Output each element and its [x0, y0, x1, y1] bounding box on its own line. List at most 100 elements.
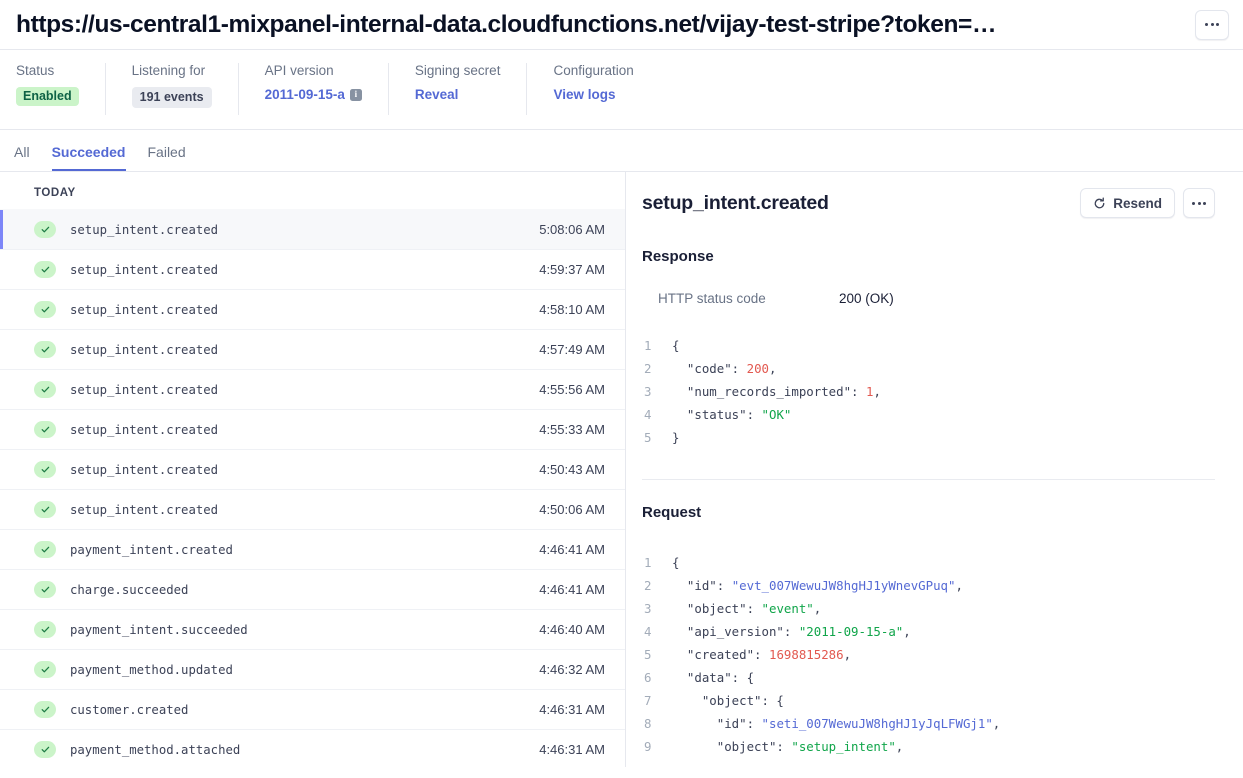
- code-token-key: "status":: [672, 407, 762, 422]
- meta-label: Status: [16, 63, 55, 78]
- code-line: 3 "num_records_imported": 1,: [644, 380, 1215, 403]
- event-list-row[interactable]: setup_intent.created 4:50:43 AM: [0, 449, 625, 489]
- status-success-badge: [34, 661, 56, 678]
- titlebar-more-button[interactable]: [1195, 9, 1229, 40]
- check-icon: [41, 666, 49, 673]
- meta-api-version: API version 2011-09-15-a i: [265, 63, 389, 115]
- code-line-text: "num_records_imported": 1,: [672, 380, 881, 403]
- status-success-badge: [34, 621, 56, 638]
- code-token-key: "code":: [672, 361, 747, 376]
- status-success-badge: [34, 541, 56, 558]
- code-token-link[interactable]: "evt_007WewuJW8hgHJ1yWnevGPuq": [731, 578, 956, 593]
- check-icon: [41, 706, 49, 713]
- event-detail-pane: setup_intent.created Resend Response HTT…: [626, 172, 1243, 767]
- code-token-link[interactable]: "seti_007WewuJW8hgHJ1yJqLFWGj1": [761, 716, 993, 731]
- code-line-text: "status": "OK": [672, 403, 791, 426]
- meta-value: View logs: [553, 87, 633, 102]
- code-token-str: "setup_intent": [791, 739, 896, 754]
- code-line-number: 2: [644, 361, 652, 376]
- code-token-key: "num_records_imported":: [672, 384, 866, 399]
- tab-failed[interactable]: Failed: [147, 144, 186, 160]
- code-line-text: "api_version": "2011-09-15-a",: [672, 620, 911, 643]
- status-badge: Enabled: [16, 87, 79, 106]
- meta-signing-secret: Signing secret Reveal: [415, 63, 528, 115]
- code-line: 5}: [644, 426, 1215, 449]
- event-list-row[interactable]: setup_intent.created 4:55:56 AM: [0, 369, 625, 409]
- event-name: setup_intent.created: [70, 262, 219, 277]
- code-line-text: "id": "evt_007WewuJW8hgHJ1yWnevGPuq",: [672, 574, 963, 597]
- event-name: setup_intent.created: [70, 502, 219, 517]
- code-token-key: "created":: [672, 647, 769, 662]
- code-token-key: "object": {: [672, 693, 784, 708]
- event-list-row[interactable]: payment_method.updated 4:46:32 AM: [0, 649, 625, 689]
- code-token-punc: ,: [903, 624, 911, 639]
- code-line-text: }: [672, 426, 679, 449]
- code-line: 8 "id": "seti_007WewuJW8hgHJ1yJqLFWGj1",: [644, 712, 1215, 735]
- response-section-title: Response: [642, 248, 714, 265]
- code-line-number: 7: [644, 693, 652, 708]
- status-success-badge: [34, 301, 56, 318]
- event-time: 4:46:32 AM: [539, 662, 605, 677]
- status-success-badge: [34, 261, 56, 278]
- code-token-punc: ,: [992, 716, 1001, 731]
- code-line-number: 3: [644, 384, 652, 399]
- event-list-row[interactable]: setup_intent.created 4:50:06 AM: [0, 489, 625, 529]
- tab-succeeded[interactable]: Succeeded: [51, 144, 126, 171]
- event-time: 4:46:41 AM: [539, 582, 605, 597]
- ellipsis-icon: [1192, 201, 1206, 205]
- code-line: 3 "object": "event",: [644, 597, 1215, 620]
- api-version-link[interactable]: 2011-09-15-a: [264, 87, 345, 102]
- event-list-row[interactable]: setup_intent.created 5:08:06 AM: [0, 209, 625, 249]
- code-line-number: 1: [644, 338, 652, 353]
- status-success-badge: [34, 381, 56, 398]
- event-list-row[interactable]: setup_intent.created 4:59:37 AM: [0, 249, 625, 289]
- page-title: https://us-central1-mixpanel-internal-da…: [16, 10, 997, 38]
- code-token-punc: ,: [843, 647, 852, 662]
- event-time: 4:46:40 AM: [539, 622, 605, 637]
- code-line-text: "id": "seti_007WewuJW8hgHJ1yJqLFWGj1",: [672, 712, 1001, 735]
- event-list-row[interactable]: setup_intent.created 4:57:49 AM: [0, 329, 625, 369]
- event-list-row[interactable]: setup_intent.created 4:58:10 AM: [0, 289, 625, 329]
- event-name: payment_intent.created: [70, 542, 233, 557]
- code-token-num: 200: [746, 361, 769, 376]
- event-list-row[interactable]: payment_method.attached 4:46:31 AM: [0, 729, 625, 767]
- resend-button[interactable]: Resend: [1080, 188, 1175, 218]
- event-list-row[interactable]: payment_intent.succeeded 4:46:40 AM: [0, 609, 625, 649]
- code-line: 1{: [644, 334, 1215, 357]
- code-line-number: 6: [644, 670, 652, 685]
- code-token-num: 1: [865, 384, 874, 399]
- event-time: 4:50:06 AM: [539, 502, 605, 517]
- code-line-text: "data": {: [672, 666, 754, 689]
- detail-more-button[interactable]: [1183, 188, 1215, 218]
- code-line: 2 "id": "evt_007WewuJW8hgHJ1yWnevGPuq",: [644, 574, 1215, 597]
- event-list-row[interactable]: setup_intent.created 4:55:33 AM: [0, 409, 625, 449]
- event-time: 4:58:10 AM: [539, 302, 605, 317]
- code-line: 4 "status": "OK": [644, 403, 1215, 426]
- events-count-chip[interactable]: 191 events: [131, 87, 212, 108]
- event-time: 4:50:43 AM: [539, 462, 605, 477]
- code-token-key: "data": {: [672, 670, 755, 685]
- event-name: setup_intent.created: [70, 462, 219, 477]
- event-time: 4:55:56 AM: [539, 382, 605, 397]
- check-icon: [41, 386, 49, 393]
- status-success-badge: [34, 701, 56, 718]
- http-status-value: 200 (OK): [839, 291, 894, 306]
- event-list-row[interactable]: charge.succeeded 4:46:41 AM: [0, 569, 625, 609]
- code-line-number: 4: [644, 624, 652, 639]
- event-name: setup_intent.created: [70, 222, 219, 237]
- http-status-row: HTTP status code 200 (OK): [642, 291, 1215, 306]
- event-list-row[interactable]: customer.created 4:46:31 AM: [0, 689, 625, 729]
- event-time: 5:08:06 AM: [539, 222, 605, 237]
- reveal-secret-link[interactable]: Reveal: [414, 87, 459, 102]
- event-list-pane: TODAY setup_intent.created 5:08:06 AM setu…: [0, 172, 626, 767]
- webhook-meta-bar: Status Enabled Listening for 191 events …: [0, 50, 1243, 130]
- content-split: TODAY setup_intent.created 5:08:06 AM setu…: [0, 172, 1243, 767]
- event-list-row[interactable]: payment_intent.created 4:46:41 AM: [0, 529, 625, 569]
- code-line: 6 "data": {: [644, 666, 1215, 689]
- code-line-text: "created": 1698815286,: [672, 643, 851, 666]
- request-code-block: 1{2 "id": "evt_007WewuJW8hgHJ1yWnevGPuq"…: [642, 551, 1215, 758]
- view-logs-link[interactable]: View logs: [553, 87, 616, 102]
- ellipsis-icon: [1205, 23, 1219, 26]
- info-icon[interactable]: i: [349, 88, 362, 101]
- tab-all[interactable]: All: [14, 144, 30, 160]
